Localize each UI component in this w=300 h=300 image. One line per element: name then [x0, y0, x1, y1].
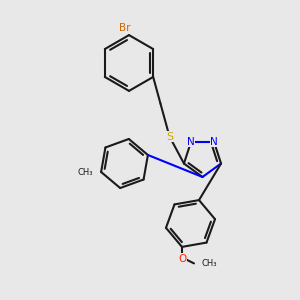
- Text: O: O: [178, 254, 187, 264]
- Text: S: S: [166, 131, 173, 142]
- Text: Br: Br: [119, 22, 130, 33]
- Text: CH₃: CH₃: [202, 259, 217, 268]
- Text: N: N: [210, 137, 218, 147]
- Text: CH₃: CH₃: [77, 167, 93, 176]
- Text: N: N: [187, 137, 195, 147]
